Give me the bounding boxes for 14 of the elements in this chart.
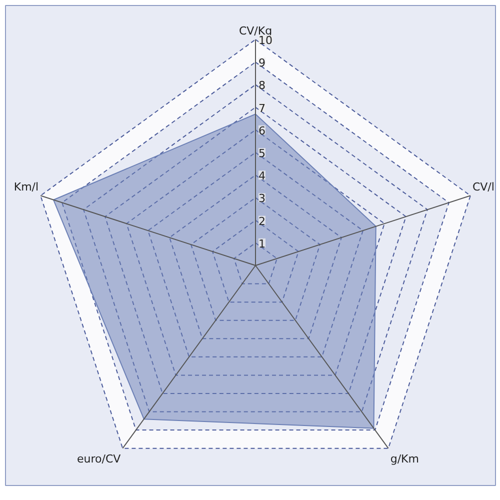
y-tick-label: 6 [258, 124, 266, 138]
y-tick-label: 10 [258, 34, 272, 47]
y-tick-label: 7 [258, 102, 266, 115]
y-tick-label: 5 [258, 147, 266, 160]
y-tick-label: 1 [258, 237, 266, 250]
spoke-label: CV/l [472, 180, 494, 194]
y-tick-label: 9 [258, 56, 266, 70]
y-tick-label: 2 [258, 214, 266, 228]
y-tick-label: 4 [258, 170, 266, 183]
spoke-label: Km/l [14, 180, 39, 194]
spoke-label: euro/CV [77, 452, 122, 466]
y-tick-label: 8 [258, 79, 266, 92]
y-tick-label: 3 [258, 192, 266, 206]
spoke-label: g/Km [390, 452, 419, 466]
